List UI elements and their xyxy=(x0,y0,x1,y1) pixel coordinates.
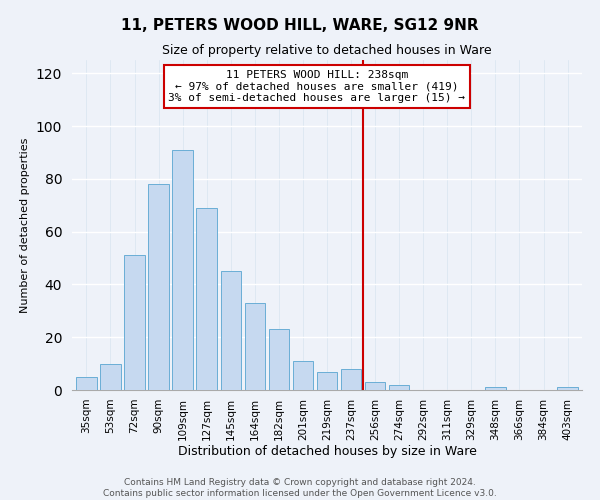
Bar xyxy=(196,208,217,390)
Bar xyxy=(485,388,506,390)
Bar xyxy=(124,256,145,390)
Bar xyxy=(341,369,361,390)
Bar xyxy=(100,364,121,390)
Bar xyxy=(269,330,289,390)
Bar xyxy=(389,384,409,390)
Bar xyxy=(221,271,241,390)
Text: 11, PETERS WOOD HILL, WARE, SG12 9NR: 11, PETERS WOOD HILL, WARE, SG12 9NR xyxy=(121,18,479,32)
Bar xyxy=(148,184,169,390)
Bar xyxy=(76,377,97,390)
Bar xyxy=(245,303,265,390)
Text: 11 PETERS WOOD HILL: 238sqm
← 97% of detached houses are smaller (419)
3% of sem: 11 PETERS WOOD HILL: 238sqm ← 97% of det… xyxy=(168,70,466,103)
Bar xyxy=(172,150,193,390)
Y-axis label: Number of detached properties: Number of detached properties xyxy=(20,138,31,312)
Bar xyxy=(365,382,385,390)
Bar xyxy=(293,361,313,390)
Bar xyxy=(317,372,337,390)
Text: Contains HM Land Registry data © Crown copyright and database right 2024.
Contai: Contains HM Land Registry data © Crown c… xyxy=(103,478,497,498)
Title: Size of property relative to detached houses in Ware: Size of property relative to detached ho… xyxy=(162,44,492,58)
X-axis label: Distribution of detached houses by size in Ware: Distribution of detached houses by size … xyxy=(178,446,476,458)
Bar xyxy=(557,388,578,390)
